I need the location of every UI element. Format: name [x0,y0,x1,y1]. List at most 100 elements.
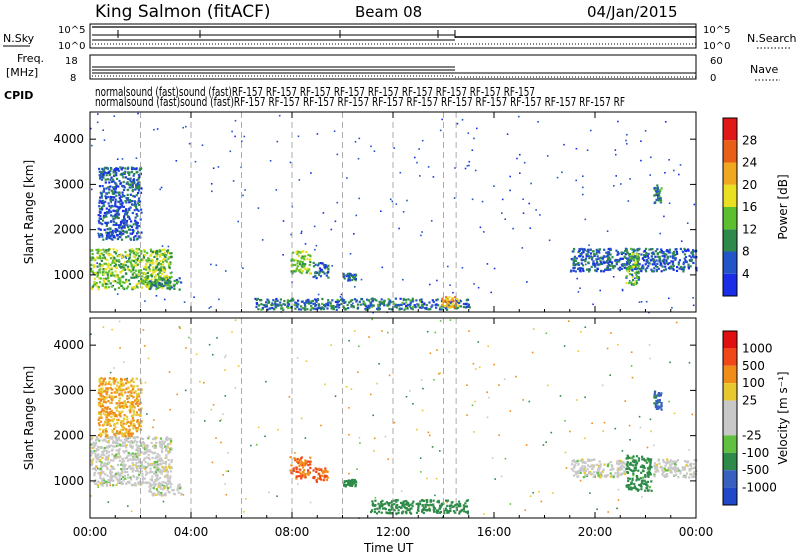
echo-pixel [173,279,176,282]
echo-pixel [322,263,325,266]
echo-pixel [115,378,118,381]
echo-pixel [135,443,138,446]
echo-pixel [132,276,135,279]
echo-pixel [357,371,359,373]
echo-pixel [97,214,100,217]
echo-pixel [145,447,148,450]
echo-pixel [121,193,124,197]
echo-pixel [94,469,97,472]
echo-pixel [148,258,151,261]
echo-pixel [637,459,640,462]
echo-pixel [316,307,319,310]
echo-pixel [163,467,166,471]
echo-pixel [619,459,622,462]
echo-pixel [628,269,631,272]
echo-pixel [141,275,145,278]
echo-pixel [640,140,642,142]
echo-pixel [115,449,118,452]
echo-pixel [134,464,137,467]
echo-pixel [121,461,124,464]
echo-pixel [616,460,619,463]
echo-pixel [93,472,96,475]
echo-pixel [353,276,356,279]
echo-pixel [683,265,686,268]
echo-pixel [408,508,411,512]
echo-pixel [340,293,343,296]
echo-pixel [409,299,412,302]
echo-pixel [104,446,107,450]
echo-pixel [428,301,431,304]
echo-pixel [150,259,153,263]
echo-pixel [563,345,566,347]
echo-pixel [162,461,165,464]
echo-pixel [587,459,590,462]
echo-pixel [418,148,420,150]
echo-pixel [579,471,582,474]
echo-pixel [631,253,634,256]
echo-pixel [582,264,585,267]
echo-pixel [372,414,374,417]
echo-pixel [336,301,339,304]
echo-pixel [302,250,305,253]
echo-pixel [417,303,420,306]
echo-pixel [104,285,107,288]
echo-pixel [102,189,106,192]
echo-pixel [91,188,93,191]
echo-pixel [137,203,141,207]
echo-pixel [131,228,134,231]
echo-pixel [96,438,100,441]
echo-pixel [627,488,631,491]
echo-pixel [120,168,123,171]
echo-pixel [231,331,233,333]
echo-pixel [110,180,114,183]
echo-pixel [111,215,114,218]
echo-pixel [96,457,100,460]
echo-pixel [474,169,477,172]
echo-pixel [425,503,428,506]
echo-pixel [120,253,123,256]
echo-pixel [671,255,675,258]
echo-pixel [116,237,120,240]
echo-pixel [128,171,131,174]
echo-pixel [111,274,115,277]
echo-pixel [420,471,422,473]
echo-pixel [115,402,119,405]
echo-pixel [296,260,299,263]
echo-pixel [574,470,577,473]
echo-pixel [120,233,123,236]
echo-pixel [649,461,652,464]
echo-pixel [231,130,233,133]
echo-pixel [462,306,465,309]
echo-pixel [660,262,663,265]
echo-pixel [668,202,671,204]
echo-pixel [611,466,614,469]
echo-pixel [373,510,376,514]
echo-pixel [593,464,596,467]
echo-pixel [307,464,310,467]
echo-pixel [99,383,102,386]
echo-pixel [177,491,180,494]
echo-pixel [155,479,158,482]
echo-pixel [525,444,528,446]
echo-pixel [135,428,138,432]
echo-pixel [317,467,320,470]
echo-pixel [152,268,155,271]
echo-pixel [96,285,99,288]
echo-pixel [424,505,427,508]
echo-pixel [633,255,636,259]
echo-pixel [118,196,121,200]
echo-pixel [153,280,156,284]
echo-pixel [580,252,584,255]
echo-pixel [131,470,134,473]
echo-pixel [354,274,358,277]
echo-pixel [145,275,148,278]
echo-pixel [623,255,626,258]
echo-pixel [487,345,489,348]
echo-pixel [127,391,130,394]
echo-pixel [254,297,257,300]
echo-pixel [595,251,598,254]
echo-pixel [134,482,137,485]
echo-pixel [127,279,131,282]
echo-pixel [653,267,656,270]
echo-pixel [674,462,677,466]
